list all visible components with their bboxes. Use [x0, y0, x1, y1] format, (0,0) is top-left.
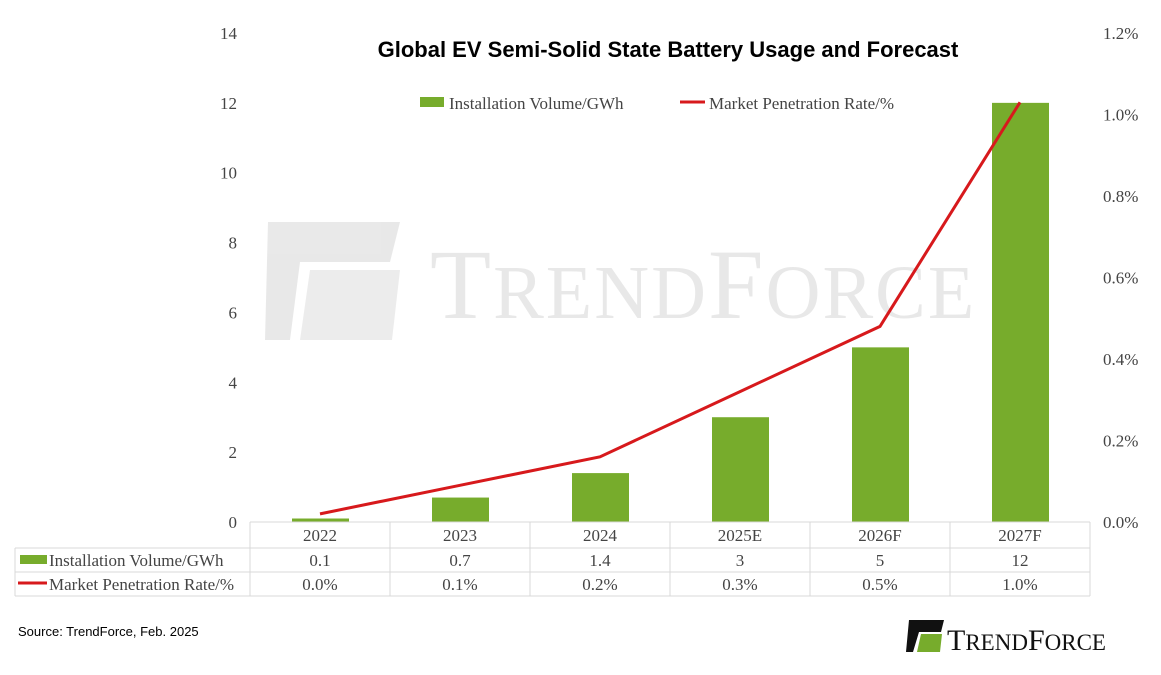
- table-cell-volume: 0.1: [309, 551, 330, 570]
- svg-text:TRENDFORCE: TRENDFORCE: [430, 229, 976, 340]
- bar-2024: [572, 473, 629, 522]
- svg-text:TRENDFORCE: TRENDFORCE: [947, 624, 1106, 657]
- bar-2023: [432, 497, 489, 522]
- bar-2025E: [712, 417, 769, 522]
- right-axis-tick: 0.8%: [1103, 187, 1138, 206]
- legend-bar-label: Installation Volume/GWh: [449, 94, 624, 113]
- right-axis-tick: 1.2%: [1103, 24, 1138, 43]
- bar-2022: [292, 518, 349, 522]
- category-label: 2022: [303, 526, 337, 545]
- table-cell-rate: 0.5%: [862, 575, 897, 594]
- table-cell-volume: 0.7: [449, 551, 471, 570]
- right-axis-tick: 1.0%: [1103, 106, 1138, 125]
- left-axis-tick: 14: [220, 24, 238, 43]
- table-cell-volume: 12: [1012, 551, 1029, 570]
- category-label: 2025E: [718, 526, 762, 545]
- right-axis-tick: 0.0%: [1103, 513, 1138, 532]
- legend-line-label: Market Penetration Rate/%: [709, 94, 894, 113]
- table-bar-swatch: [20, 555, 47, 564]
- trendforce-logo: TRENDFORCE: [906, 620, 1106, 657]
- table-cell-rate: 0.2%: [582, 575, 617, 594]
- category-label: 2027F: [998, 526, 1041, 545]
- left-axis-tick: 8: [229, 234, 238, 253]
- left-axis-tick: 10: [220, 164, 237, 183]
- source-note: Source: TrendForce, Feb. 2025: [18, 624, 199, 639]
- table-cell-rate: 1.0%: [1002, 575, 1037, 594]
- table-cell-rate: 0.0%: [302, 575, 337, 594]
- category-label: 2024: [583, 526, 618, 545]
- left-axis-tick: 12: [220, 94, 237, 113]
- left-axis-tick: 6: [229, 303, 238, 322]
- right-axis-tick: 0.2%: [1103, 432, 1138, 451]
- left-axis-tick: 2: [229, 443, 238, 462]
- table-row-label-rate: Market Penetration Rate/%: [49, 575, 234, 594]
- right-axis-tick: 0.4%: [1103, 350, 1138, 369]
- bar-2026F: [852, 347, 909, 522]
- table-cell-volume: 1.4: [589, 551, 611, 570]
- table-cell-volume: 5: [876, 551, 885, 570]
- left-axis-tick: 4: [229, 373, 238, 392]
- legend-bar-swatch: [420, 97, 444, 107]
- category-label: 2023: [443, 526, 477, 545]
- category-label: 2026F: [858, 526, 901, 545]
- left-axis-tick: 0: [229, 513, 238, 532]
- legend: Installation Volume/GWh Market Penetrati…: [420, 94, 894, 113]
- table-cell-volume: 3: [736, 551, 745, 570]
- bar-2027F: [992, 102, 1049, 522]
- right-axis-tick: 0.6%: [1103, 269, 1138, 288]
- table-cell-rate: 0.1%: [442, 575, 477, 594]
- penetration-line: [319, 101, 1022, 516]
- watermark: TRENDFORCE: [265, 222, 976, 340]
- table-row-label-volume: Installation Volume/GWh: [49, 551, 224, 570]
- chart-title: Global EV Semi-Solid State Battery Usage…: [378, 37, 959, 62]
- table-cell-rate: 0.3%: [722, 575, 757, 594]
